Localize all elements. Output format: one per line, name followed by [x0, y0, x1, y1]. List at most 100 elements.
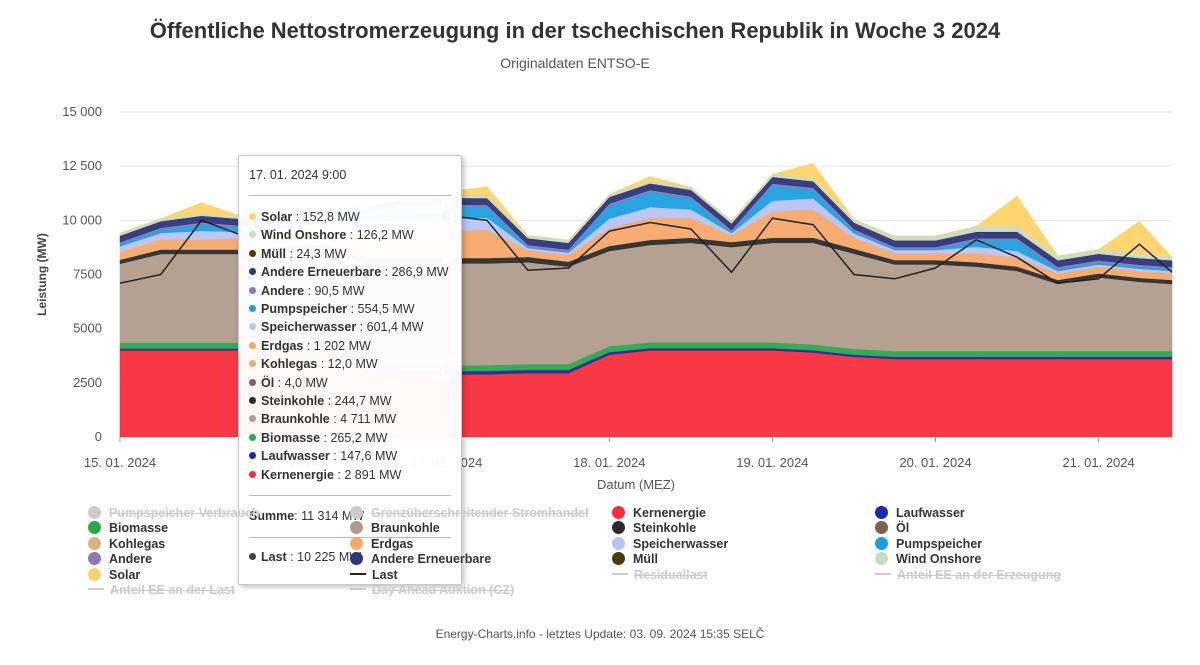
legend-label: Residuallast [634, 567, 708, 582]
legend-label: Kohlegas [109, 536, 166, 551]
tooltip-sum: Summe: 11 314 MW [249, 509, 365, 523]
legend-label: Day Ahead Auktion (CZ) [372, 583, 515, 597]
tooltip-header: 17. 01. 2024 9:00 [249, 168, 347, 182]
y-tick-label: 0 [95, 429, 102, 444]
legend-item-braunkohle[interactable]: Braunkohle [350, 521, 440, 535]
legend-item-kernenergie[interactable]: Kernenergie [612, 506, 706, 520]
legend-item-kohlegas[interactable]: Kohlegas [88, 536, 166, 551]
tooltip-row-value: : 90,5 MW [304, 283, 365, 298]
legend-item-wind-onshore[interactable]: Wind Onshore [875, 552, 981, 566]
legend-item-day-ahead-auktion-cz-[interactable]: Day Ahead Auktion (CZ) [350, 583, 514, 597]
legend-item-pumpspeicher[interactable]: Pumpspeicher [875, 536, 983, 551]
tooltip-row-dot [249, 305, 256, 312]
tooltip-row-value: : 601,4 MW [356, 320, 424, 335]
tooltip-row-dot [249, 397, 256, 404]
tooltip-row: Steinkohle : 244,7 MW [249, 394, 392, 408]
footer: Energy-Charts.info - letztes Update: 03.… [435, 627, 765, 641]
legend-label: Grenzüberschreitender Stromhandel [371, 506, 589, 520]
legend-symbol [350, 588, 366, 590]
tooltip-row-name: Pumpspeicher [261, 302, 348, 316]
legend-label: Erdgas [371, 536, 414, 551]
tooltip-row: Wind Onshore : 126,2 MW [249, 228, 414, 242]
x-tick-label: 21. 01. 2024 [1062, 455, 1134, 470]
legend-symbol [88, 552, 101, 566]
tooltip-row-dot [249, 213, 256, 220]
legend-symbol [875, 536, 888, 550]
tooltip-last-dot [249, 553, 256, 560]
y-tick-label: 10 000 [62, 212, 102, 227]
tooltip-row-dot [249, 360, 256, 368]
tooltip-row-name: Öl [261, 375, 275, 390]
tooltip-row-name: Speicherwasser [261, 320, 357, 335]
legend-label: Anteil EE an der Erzeugung [897, 567, 1061, 582]
tooltip-row-value: : 152,8 MW [292, 210, 360, 224]
legend-item-andere[interactable]: Andere [88, 552, 152, 566]
tooltip-separator [249, 195, 451, 196]
tooltip-row-dot [249, 323, 256, 331]
tooltip-row: Öl : 4,0 MW [249, 376, 328, 390]
tooltip-row-dot [249, 433, 256, 441]
legend-label: Laufwasser [896, 506, 965, 520]
legend-label: Pumpspeicher [896, 536, 983, 551]
legend-item-speicherwasser[interactable]: Speicherwasser [612, 536, 729, 551]
legend-label: Speicherwasser [633, 536, 729, 551]
tooltip-row-dot [249, 268, 256, 276]
tooltip-row: Andere Erneuerbare : 286,9 MW [249, 265, 449, 279]
tooltip-row-name: Müll [261, 246, 286, 261]
legend-item-grenz-berschreitender-stromhandel[interactable]: Grenzüberschreitender Stromhandel [350, 506, 588, 520]
tooltip-row-value: : 24,3 MW [286, 246, 347, 261]
legend-item-residuallast[interactable]: Residuallast [612, 568, 708, 582]
tooltip-separator [249, 495, 451, 496]
tooltip-row: Biomasse : 265,2 MW [249, 431, 387, 445]
legend-symbol [350, 536, 363, 550]
legend-item-erdgas[interactable]: Erdgas [350, 536, 414, 551]
tooltip-row: Erdgas : 1 202 MW [249, 339, 371, 353]
tooltip-row-value: : 265,2 MW [320, 430, 388, 445]
legend-item-m-ll[interactable]: Müll [612, 552, 658, 566]
y-tick-label: 5000 [73, 321, 102, 336]
legend-symbol [88, 536, 101, 550]
tooltip-sum-value: 11 314 MW [301, 509, 365, 523]
tooltip-row-value: : 244,7 MW [324, 394, 392, 408]
legend-item-anteil-ee-an-der-erzeugung[interactable]: Anteil EE an der Erzeugung [875, 568, 1061, 582]
legend-item-last[interactable]: Last [350, 568, 398, 582]
legend-label: Pumpspeicher Verbrauch [109, 506, 260, 520]
legend-item-solar[interactable]: Solar [88, 567, 140, 582]
tooltip-row: Andere : 90,5 MW [249, 284, 365, 298]
legend-item-anteil-ee-an-der-last[interactable]: Anteil EE an der Last [88, 583, 235, 597]
tooltip-separator [249, 537, 451, 538]
area-solar[interactable] [119, 163, 1173, 258]
legend-item-pumpspeicher-verbrauch[interactable]: Pumpspeicher Verbrauch [88, 506, 260, 520]
tooltip-row-dot [249, 231, 256, 239]
tooltip-row-name: Wind Onshore [261, 228, 347, 243]
tooltip-row-dot [249, 378, 256, 386]
x-tick-label: 19. 01. 2024 [736, 455, 808, 470]
tooltip-row-name: Solar [261, 210, 293, 224]
legend-item-andere-erneuerbare[interactable]: Andere Erneuerbare [350, 552, 491, 566]
legend-symbol [612, 506, 625, 519]
tooltip-row-value: : 126,2 MW [346, 228, 414, 243]
tooltip-row-dot [249, 286, 256, 294]
tooltip: 17. 01. 2024 9:00 Solar : 152,8 MW Wind O… [238, 155, 462, 585]
legend-label: Müll [633, 552, 658, 567]
legend-item--l[interactable]: Öl [875, 521, 909, 535]
y-tick-label: 15 000 [62, 104, 102, 119]
tooltip-row-value: : 12,0 MW [317, 357, 378, 372]
tooltip-row-value: : 2 891 MW [333, 467, 402, 482]
legend-symbol [875, 521, 888, 535]
x-tick-label: 15. 01. 2024 [84, 455, 156, 470]
tooltip-row: Solar : 152,8 MW [249, 210, 360, 224]
tooltip-row-dot [249, 470, 256, 478]
legend-symbol [350, 572, 366, 575]
tooltip-last: Last : 10 225 MW [249, 550, 361, 564]
legend-label: Steinkohle [633, 521, 697, 536]
tooltip-row: Laufwasser : 147,6 MW [249, 449, 397, 463]
legend-label: Braunkohle [371, 521, 440, 536]
legend-symbol [875, 506, 888, 519]
tooltip-last-value: 10 225 MW [297, 550, 362, 564]
legend-item-biomasse[interactable]: Biomasse [88, 521, 168, 535]
tooltip-row-value: : 286,9 MW [381, 265, 449, 280]
legend-item-laufwasser[interactable]: Laufwasser [875, 506, 965, 520]
legend-item-steinkohle[interactable]: Steinkohle [612, 521, 696, 535]
tooltip-row: Speicherwasser : 601,4 MW [249, 320, 424, 334]
